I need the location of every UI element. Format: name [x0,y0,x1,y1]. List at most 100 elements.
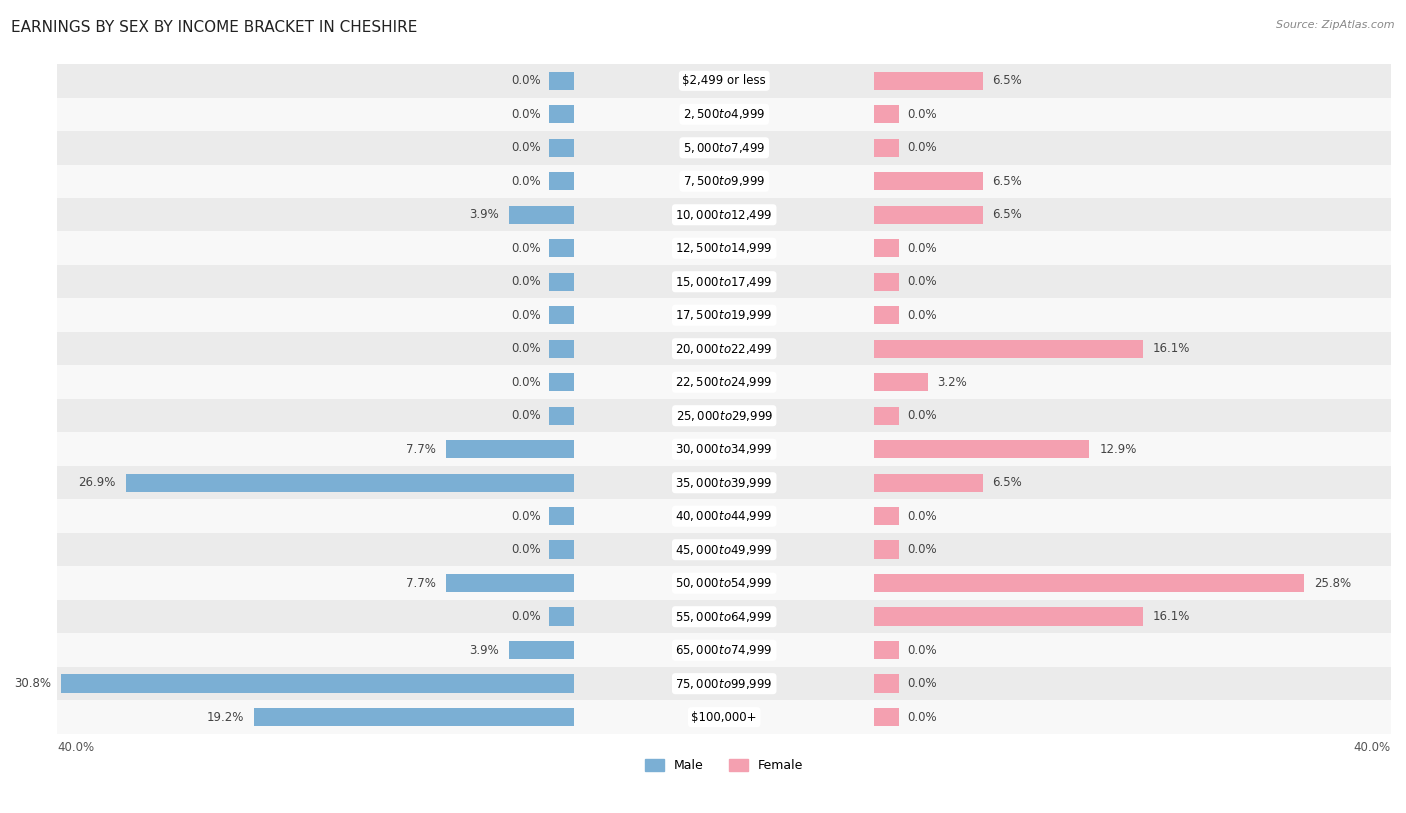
Bar [58,64,1391,98]
Text: 0.0%: 0.0% [512,309,541,322]
Text: 0.0%: 0.0% [908,241,938,254]
Text: $20,000 to $22,499: $20,000 to $22,499 [675,341,773,356]
Text: $5,000 to $7,499: $5,000 to $7,499 [683,141,765,154]
Bar [875,641,900,659]
Bar [550,306,574,324]
Text: 0.0%: 0.0% [512,141,541,154]
Bar [58,499,1391,533]
Text: 6.5%: 6.5% [993,175,1022,188]
Text: 0.0%: 0.0% [512,376,541,389]
Text: 6.5%: 6.5% [993,74,1022,87]
Bar [446,440,574,459]
Text: $50,000 to $54,999: $50,000 to $54,999 [675,576,773,590]
Bar [58,600,1391,633]
Text: $45,000 to $49,999: $45,000 to $49,999 [675,543,773,557]
Text: 0.0%: 0.0% [512,543,541,556]
Text: $40,000 to $44,999: $40,000 to $44,999 [675,509,773,524]
Text: $65,000 to $74,999: $65,000 to $74,999 [675,643,773,657]
Bar [875,675,900,693]
Bar [875,206,983,224]
Text: 0.0%: 0.0% [908,510,938,523]
Legend: Male, Female: Male, Female [640,754,808,777]
Bar [58,667,1391,701]
Bar [58,533,1391,567]
Text: $17,500 to $19,999: $17,500 to $19,999 [675,308,773,322]
Bar [58,298,1391,332]
Text: 7.7%: 7.7% [406,443,436,456]
Bar [550,406,574,425]
Bar [875,541,900,559]
Bar [550,507,574,525]
Text: 0.0%: 0.0% [908,711,938,724]
Text: 16.1%: 16.1% [1153,611,1189,624]
Bar [58,98,1391,131]
Text: 19.2%: 19.2% [207,711,245,724]
Bar [58,433,1391,466]
Bar [550,373,574,391]
Bar [254,708,574,726]
Text: 0.0%: 0.0% [908,543,938,556]
Text: 0.0%: 0.0% [908,309,938,322]
Text: 30.8%: 30.8% [14,677,51,690]
Bar [550,138,574,157]
Text: $2,500 to $4,999: $2,500 to $4,999 [683,107,765,121]
Bar [875,507,900,525]
Bar [875,708,900,726]
Text: 0.0%: 0.0% [512,510,541,523]
Text: $55,000 to $64,999: $55,000 to $64,999 [675,610,773,624]
Text: EARNINGS BY SEX BY INCOME BRACKET IN CHESHIRE: EARNINGS BY SEX BY INCOME BRACKET IN CHE… [11,20,418,35]
Bar [58,164,1391,198]
Text: 3.9%: 3.9% [470,208,499,221]
Text: 40.0%: 40.0% [58,741,94,754]
Bar [58,265,1391,298]
Text: 26.9%: 26.9% [79,476,115,489]
Bar [550,607,574,626]
Bar [875,239,900,258]
Bar [875,306,900,324]
Bar [875,172,983,190]
Bar [58,567,1391,600]
Bar [58,399,1391,433]
Text: $75,000 to $99,999: $75,000 to $99,999 [675,676,773,691]
Bar [550,340,574,358]
Bar [875,138,900,157]
Text: 0.0%: 0.0% [512,611,541,624]
Bar [875,272,900,291]
Text: 3.2%: 3.2% [938,376,967,389]
Text: 6.5%: 6.5% [993,208,1022,221]
Text: 6.5%: 6.5% [993,476,1022,489]
Bar [875,105,900,124]
Bar [58,198,1391,232]
Bar [58,466,1391,499]
Bar [60,675,574,693]
Bar [875,607,1143,626]
Bar [550,105,574,124]
Bar [875,440,1090,459]
Text: 0.0%: 0.0% [908,108,938,121]
Text: $22,500 to $24,999: $22,500 to $24,999 [675,376,773,389]
Text: $7,500 to $9,999: $7,500 to $9,999 [683,174,765,189]
Bar [875,473,983,492]
Bar [875,340,1143,358]
Bar [550,172,574,190]
Text: 0.0%: 0.0% [908,644,938,657]
Bar [58,701,1391,734]
Text: 0.0%: 0.0% [512,175,541,188]
Bar [58,131,1391,164]
Bar [509,641,574,659]
Text: $35,000 to $39,999: $35,000 to $39,999 [675,476,773,489]
Text: Source: ZipAtlas.com: Source: ZipAtlas.com [1277,20,1395,30]
Text: 7.7%: 7.7% [406,576,436,589]
Bar [125,473,574,492]
Bar [875,72,983,90]
Text: $30,000 to $34,999: $30,000 to $34,999 [675,442,773,456]
Text: $2,499 or less: $2,499 or less [682,74,766,87]
Text: 0.0%: 0.0% [908,276,938,289]
Text: $12,500 to $14,999: $12,500 to $14,999 [675,241,773,255]
Text: 0.0%: 0.0% [512,241,541,254]
Bar [58,232,1391,265]
Text: $100,000+: $100,000+ [692,711,756,724]
Text: 12.9%: 12.9% [1099,443,1136,456]
Text: 0.0%: 0.0% [512,409,541,422]
Bar [550,541,574,559]
